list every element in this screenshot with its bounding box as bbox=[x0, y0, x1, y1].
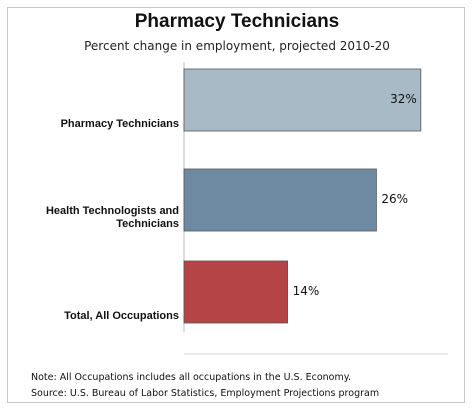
chart-subtitle: Percent change in employment, projected … bbox=[84, 39, 390, 53]
bar bbox=[183, 168, 377, 232]
value-label: 14% bbox=[293, 284, 320, 298]
chart-title: Pharmacy Technicians bbox=[134, 11, 340, 32]
chart-source: Source: U.S. Bureau of Labor Statistics,… bbox=[31, 388, 380, 399]
category-label: Health Technologists and bbox=[46, 205, 179, 217]
value-label: 32% bbox=[390, 92, 417, 106]
chart-note: Note: All Occupations includes all occup… bbox=[31, 372, 352, 383]
category-label: Pharmacy Technicians bbox=[61, 118, 179, 130]
bar bbox=[183, 68, 422, 132]
category-label: Technicians bbox=[116, 218, 179, 230]
bar bbox=[183, 260, 288, 324]
value-label: 26% bbox=[381, 192, 408, 206]
category-label: Total, All Occupations bbox=[64, 310, 179, 322]
